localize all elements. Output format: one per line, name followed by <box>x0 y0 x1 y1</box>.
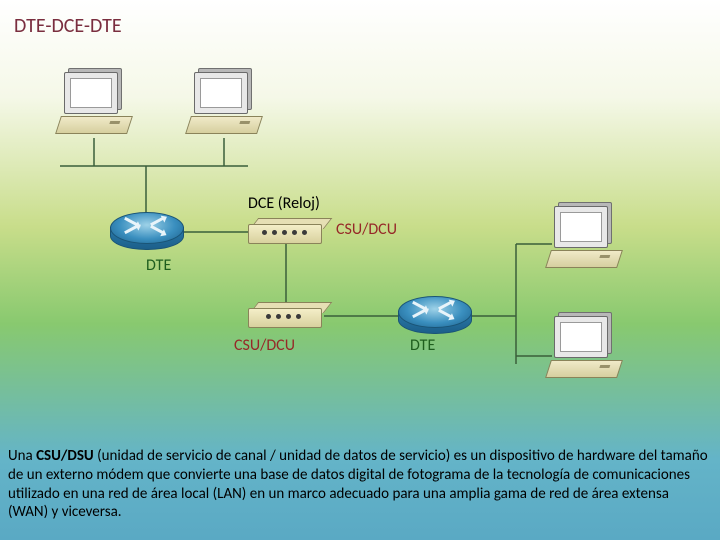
slide-title: DTE-DCE-DTE <box>14 14 122 38</box>
label-csu-dcu-1: CSU/DCU <box>336 220 397 239</box>
label-dte-2: DTE <box>410 336 435 355</box>
computer-icon <box>548 202 620 270</box>
slide: DTE-DCE-DTE <box>0 0 720 540</box>
router-icon <box>398 296 470 340</box>
label-dte-1: DTE <box>146 256 171 275</box>
label-dce-reloj: DCE (Reloj) <box>248 194 320 213</box>
router-icon <box>110 212 182 256</box>
csu-dsu-icon <box>248 218 324 244</box>
label-csu-dcu-2: CSU/DCU <box>234 336 295 355</box>
description-paragraph: Una CSU/DSU (unidad de servicio de canal… <box>8 447 708 522</box>
csu-dsu-icon <box>248 302 324 328</box>
computer-icon <box>58 68 130 136</box>
paragraph-text: Una CSU/DSU (unidad de servicio de canal… <box>8 447 708 521</box>
computer-icon <box>548 312 620 380</box>
computer-icon <box>188 68 260 136</box>
